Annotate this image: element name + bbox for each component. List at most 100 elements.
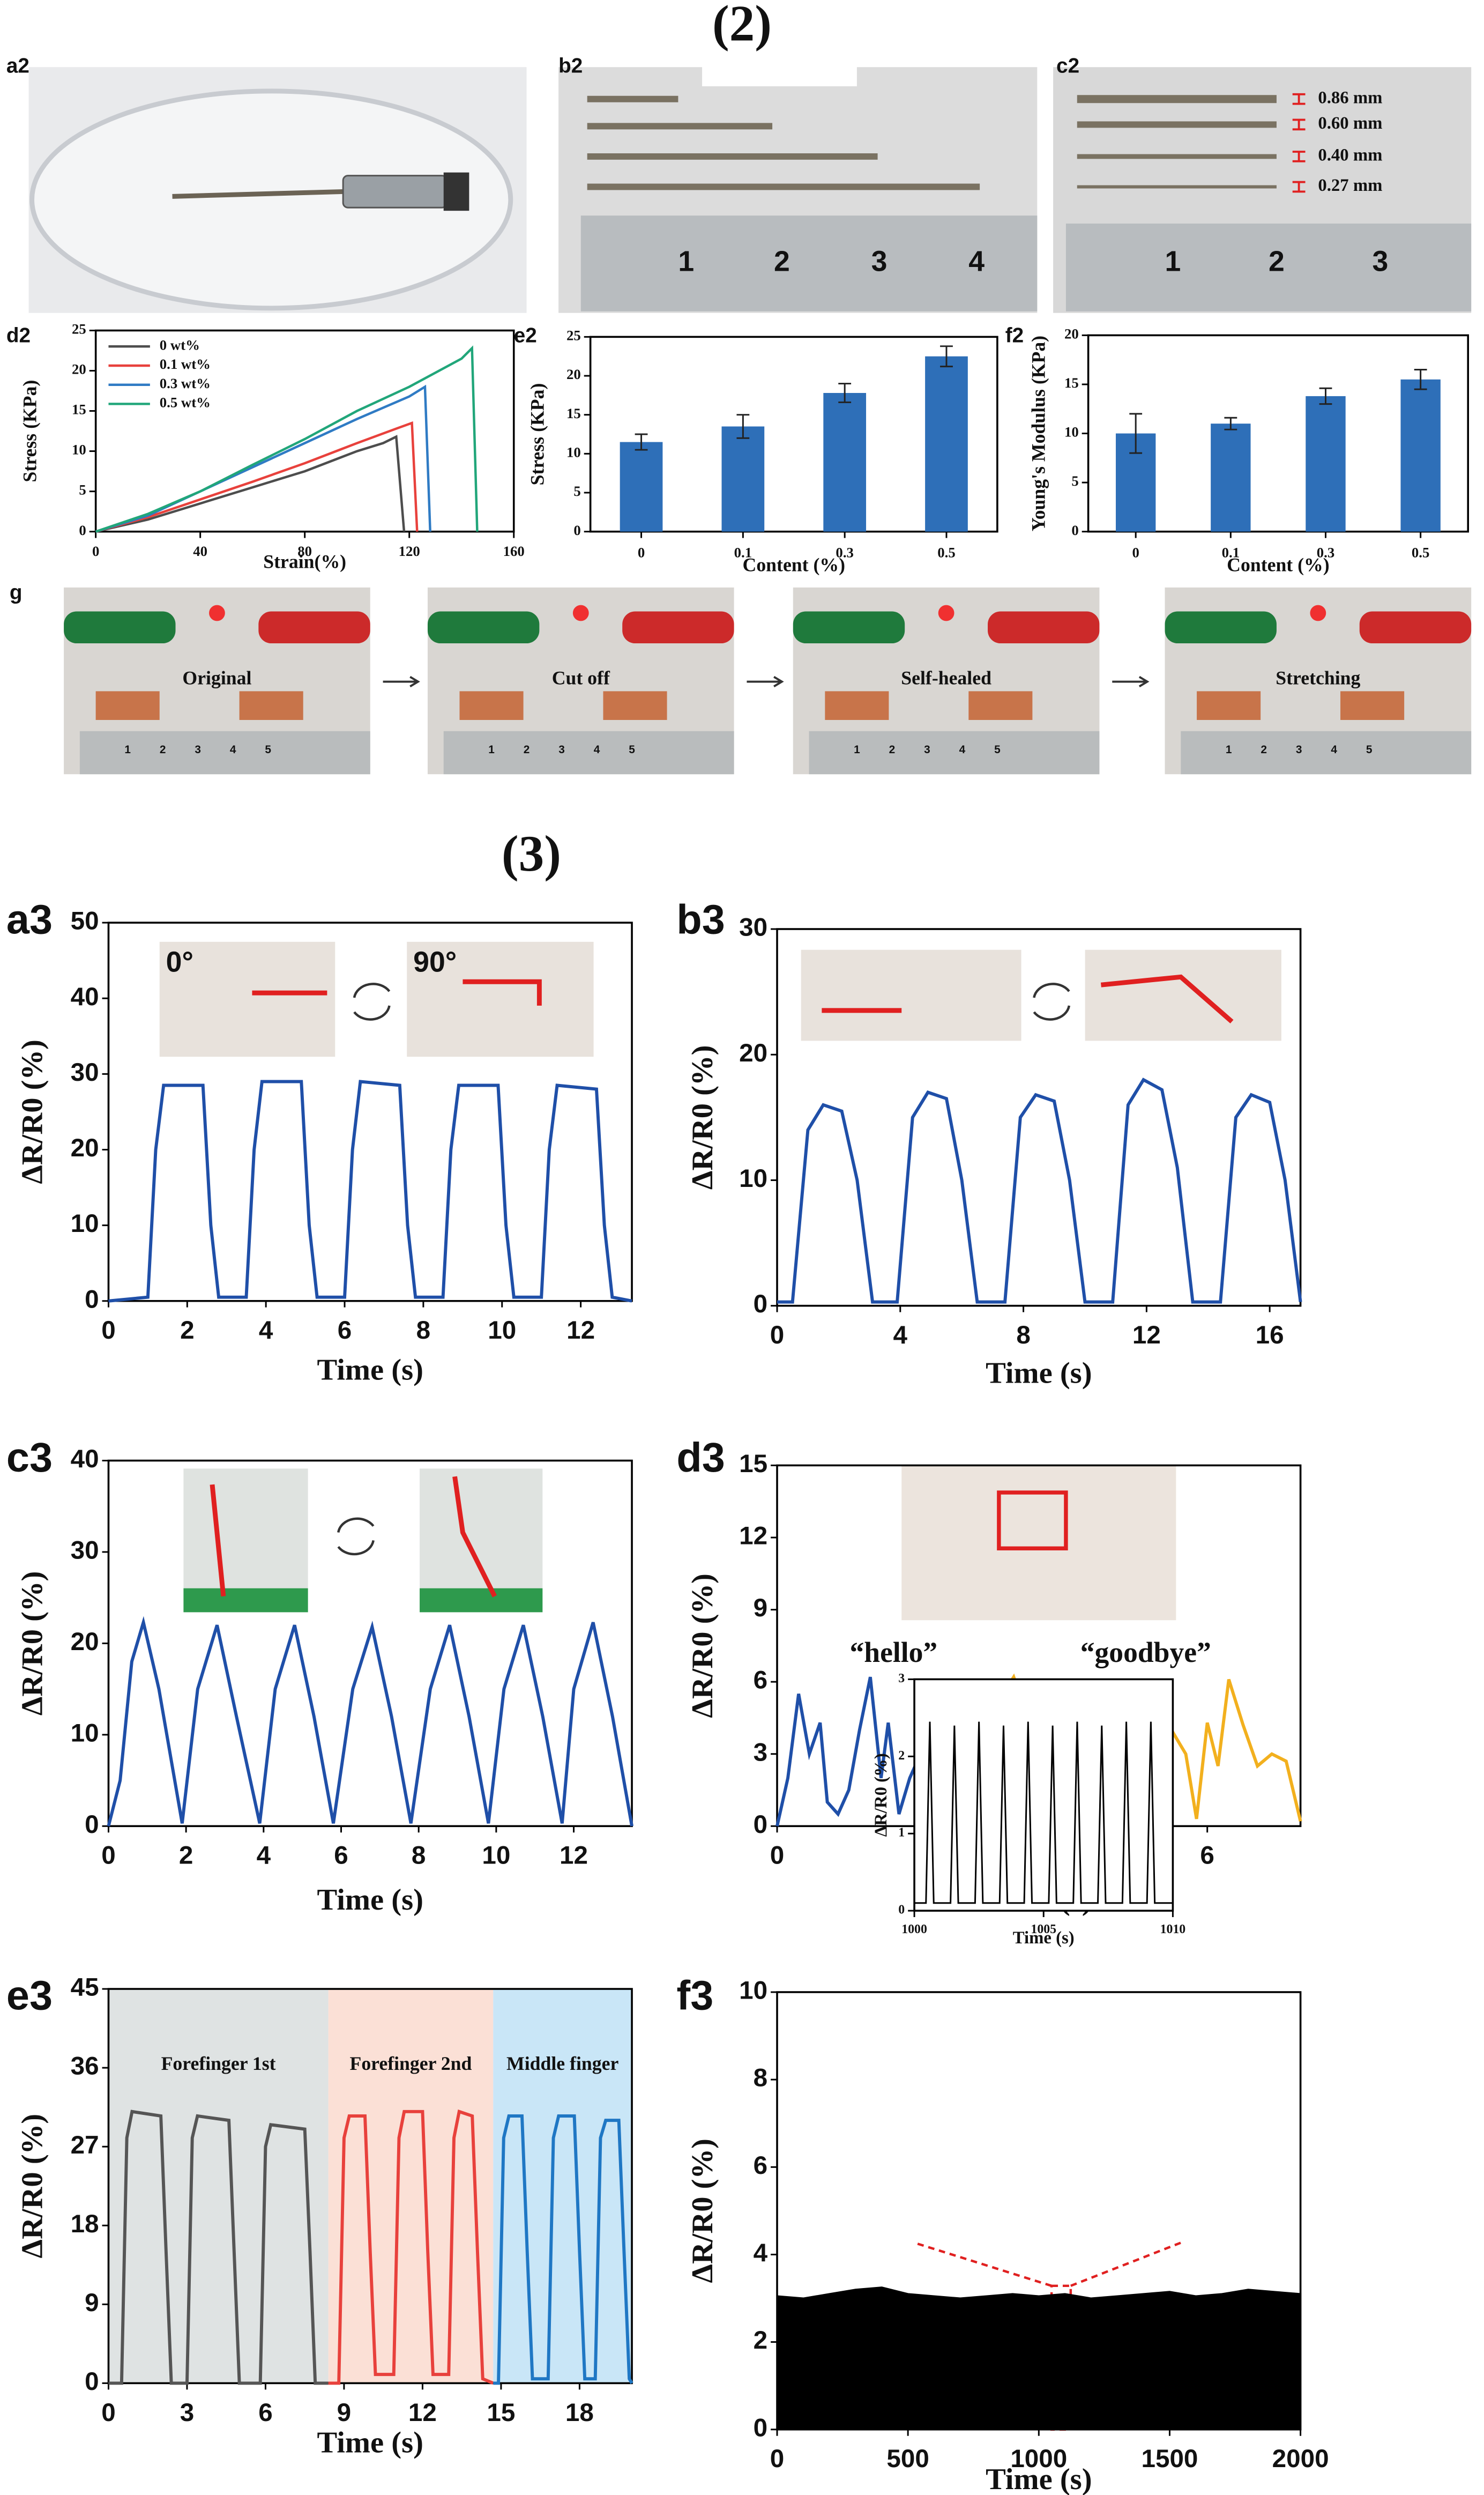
y-tick-label: 20 <box>566 366 581 382</box>
photo-c2 <box>1053 67 1472 313</box>
panel-label: b3 <box>676 897 725 943</box>
ruler-number: 3 <box>1373 246 1389 278</box>
y-tick-label: 40 <box>71 983 99 1011</box>
line <box>95 345 479 533</box>
x-tick-label: 10 <box>482 1841 510 1870</box>
panel-label: d2 <box>6 324 31 347</box>
x-tick-label: 16 <box>1256 1321 1284 1349</box>
y-axis-label: ΔR/R0 (%) <box>686 1573 719 1718</box>
plot-frame <box>94 329 515 533</box>
x-tick-label: 2000 <box>1272 2445 1329 2473</box>
x-tick-label: 0.3 <box>836 544 853 560</box>
g-step-label: Self-healed <box>901 667 991 689</box>
panel-label: e2 <box>514 324 537 347</box>
bar <box>823 392 867 532</box>
y-tick-label: 0 <box>754 1810 768 1839</box>
ruler-number: 2 <box>1261 744 1267 756</box>
ruler-number: 1 <box>854 744 860 756</box>
error-bar <box>1319 387 1332 405</box>
x-tick-label: 1005 <box>1031 1922 1056 1936</box>
x-tick-label: 120 <box>399 543 420 559</box>
legend-label: 0 wt% <box>160 337 200 353</box>
x-tick-label: 0 <box>770 2445 785 2473</box>
y-tick-label: 0 <box>754 2414 768 2442</box>
ruler-number: 1 <box>678 246 694 278</box>
panel-label: f2 <box>1005 324 1024 347</box>
line <box>328 2109 494 2385</box>
x-tick-label: 8 <box>416 1316 431 1345</box>
clip-green <box>1165 611 1277 644</box>
y-axis-label: ΔR/R0 (%) <box>686 1045 719 1190</box>
ruler-number: 4 <box>1331 744 1337 756</box>
y-axis-label: ΔR/R0 (%) <box>16 1571 49 1716</box>
ruler <box>443 731 734 775</box>
ruler-number: 3 <box>1296 744 1302 756</box>
x-axis-label: Time (s) <box>317 1883 423 1917</box>
y-tick-label: 40 <box>71 1445 99 1473</box>
bar <box>1306 396 1346 532</box>
error-bar <box>1224 417 1237 430</box>
ruler-number: 3 <box>871 246 888 278</box>
legend-label: 0.5 wt% <box>160 395 211 411</box>
ruler-number: 1 <box>124 744 131 756</box>
diameter-label: 0.60 mm <box>1318 114 1382 133</box>
x-tick-label: 12 <box>560 1841 588 1870</box>
x-tick-label: 0.3 <box>1317 544 1334 560</box>
ruler-number: 5 <box>1366 744 1373 756</box>
copper <box>603 691 667 720</box>
x-tick-label: 0.5 <box>1412 544 1429 560</box>
y-axis-label: ΔR/R0 (%) <box>686 2138 719 2283</box>
x-tick-label: 2 <box>179 1841 193 1870</box>
photos-g <box>64 587 1472 775</box>
photo-b2 <box>558 64 1038 313</box>
led <box>938 605 954 621</box>
line <box>108 1080 632 1303</box>
y-tick-label: 30 <box>739 914 767 942</box>
y-tick-label: 3 <box>754 1738 768 1766</box>
arrow <box>747 675 784 688</box>
x-tick-label: 4 <box>259 1316 273 1345</box>
plot-frame <box>107 1988 633 2385</box>
x-tick-label: 12 <box>1132 1321 1161 1349</box>
x-tick-label: 6 <box>338 1316 352 1345</box>
y-tick-label: 10 <box>71 1209 99 1238</box>
x-tick-label: 0 <box>770 1321 785 1349</box>
y-tick-label: 10 <box>71 1719 99 1747</box>
y-tick-label: 5 <box>573 483 580 499</box>
region <box>328 1989 494 2383</box>
region-label: Forefinger 2nd <box>350 2053 472 2074</box>
y-tick-label: 15 <box>739 1450 767 1478</box>
led <box>572 605 589 621</box>
line <box>107 1616 633 1827</box>
clip-red <box>1359 611 1472 644</box>
y-tick-label: 10 <box>566 444 581 460</box>
ruler-number: 1 <box>488 744 495 756</box>
ruler <box>1181 731 1472 775</box>
x-axis-label: Time (s) <box>1013 1928 1075 1948</box>
ruler-number: 3 <box>924 744 930 756</box>
bar <box>1211 424 1251 532</box>
y-axis-label: Stress (KPa) <box>19 380 41 482</box>
ruler-number: 4 <box>594 744 600 756</box>
x-tick-label: 1500 <box>1141 2445 1198 2473</box>
y-tick-label: 20 <box>72 361 86 377</box>
x-tick-label: 0.1 <box>1222 544 1240 560</box>
y-tick-label: 10 <box>1064 424 1079 440</box>
copper <box>1340 691 1405 720</box>
arrow <box>1112 675 1150 688</box>
section-title: (3) <box>502 825 561 882</box>
led <box>1310 605 1326 621</box>
y-tick-label: 25 <box>72 321 86 337</box>
x-tick-label: 0 <box>638 544 645 560</box>
x-tick-label: 500 <box>886 2445 929 2473</box>
ruler-number: 4 <box>230 744 236 756</box>
g-step-label: Original <box>182 667 251 689</box>
y-axis-label: Young's Modulus (KPa) <box>1027 336 1049 531</box>
line <box>108 2110 329 2385</box>
x-tick-label: 4 <box>893 1321 908 1349</box>
region-label: Forefinger 1st <box>161 2053 276 2074</box>
copper <box>459 691 524 720</box>
x-tick-label: 8 <box>1016 1321 1031 1349</box>
y-tick-label: 2 <box>898 1749 905 1763</box>
arrow <box>383 675 420 688</box>
